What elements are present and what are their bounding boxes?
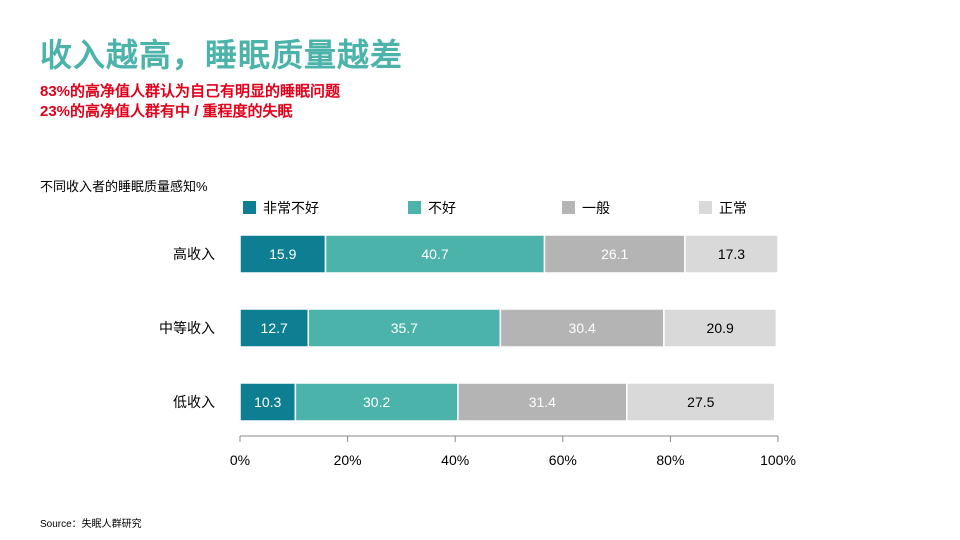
data-label: 30.2	[363, 394, 390, 410]
legend-swatch	[562, 201, 575, 214]
bar-segment	[457, 382, 628, 422]
bar-segment	[626, 382, 776, 422]
legend-label: 不好	[428, 200, 456, 216]
bar-segment	[663, 308, 778, 348]
legend-swatch	[408, 201, 421, 214]
key-findings: 83%的高净值人群认为自己有明显的睡眠问题 23%的高净值人群有中 / 重程度的…	[40, 82, 400, 122]
data-label: 20.9	[707, 320, 734, 336]
chart-title: 不同收入者的睡眠质量感知%	[40, 179, 208, 194]
slide-title: 收入越高，睡眠质量越差	[40, 37, 404, 73]
x-tick-label: 100%	[760, 452, 796, 468]
data-label: 26.1	[601, 246, 628, 262]
legend-label: 一般	[582, 200, 610, 216]
bar-segment	[307, 308, 502, 348]
data-label: 40.7	[421, 246, 448, 262]
x-tick-label: 40%	[441, 452, 469, 468]
category-label: 高收入	[173, 246, 215, 262]
bar-segment	[324, 234, 546, 274]
legend-swatch	[699, 201, 712, 214]
source-note: Source：失眠人群研究	[40, 519, 142, 530]
category-label: 中等收入	[159, 320, 215, 336]
data-label: 31.4	[529, 394, 556, 410]
data-label: 10.3	[254, 394, 281, 410]
data-label: 15.9	[269, 246, 296, 262]
category-label: 低收入	[173, 394, 215, 410]
bar-segment	[499, 308, 665, 348]
bar-segment	[239, 234, 327, 274]
finding-insomnia: 23%的高净值人群有中 / 重程度的失眠	[40, 103, 293, 120]
legend-label: 非常不好	[263, 200, 319, 216]
legend-label: 正常	[719, 200, 747, 216]
legend-swatch	[243, 201, 256, 214]
x-tick-label: 80%	[656, 452, 684, 468]
data-label: 17.3	[718, 246, 745, 262]
data-label: 27.5	[687, 394, 714, 410]
data-label: 12.7	[261, 320, 288, 336]
x-tick-label: 0%	[230, 452, 250, 468]
bar-segment	[684, 234, 779, 274]
data-label: 30.4	[569, 320, 596, 336]
x-tick-label: 60%	[549, 452, 577, 468]
x-tick-label: 20%	[334, 452, 362, 468]
finding-sleep-problem: 83%的高净值人群认为自己有明显的睡眠问题	[40, 83, 341, 100]
data-label: 35.7	[391, 320, 418, 336]
bar-segment	[239, 382, 297, 422]
